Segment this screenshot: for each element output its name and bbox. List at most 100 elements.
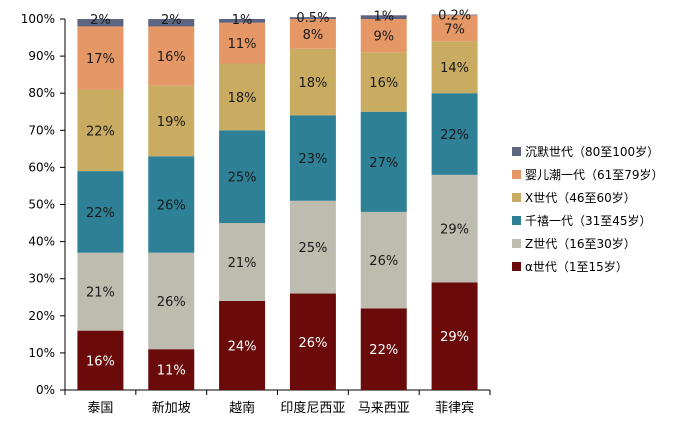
bar-segment: [431, 15, 478, 42]
bar-segment: [289, 19, 336, 49]
bar-segment: [219, 19, 266, 23]
bar-segment: [77, 252, 124, 331]
bar-segment: [360, 19, 407, 53]
bar-segment: [289, 200, 336, 294]
data-label: 11%: [157, 364, 186, 379]
data-label: 26%: [157, 199, 186, 214]
bar-segment: [219, 130, 266, 224]
bar-segment: [289, 17, 336, 19]
data-label: 23%: [298, 152, 327, 167]
data-label: 9%: [373, 30, 394, 45]
bar-segment: [148, 349, 195, 390]
y-tick-label: 50%: [28, 198, 55, 212]
data-label: 18%: [298, 76, 327, 91]
data-label: 22%: [369, 343, 398, 358]
x-category-label: 菲律宾: [435, 400, 474, 416]
bar-segment: [431, 93, 478, 175]
legend-label: α世代（1至15岁）: [525, 259, 628, 274]
bar-segment: [431, 14, 478, 16]
data-label: 1%: [232, 13, 253, 28]
data-label: 7%: [444, 22, 465, 37]
bar-segment: [360, 111, 407, 212]
bar-segment: [77, 26, 124, 90]
legend-label: 千禧一代（31至45岁）: [525, 213, 652, 228]
y-tick-label: 20%: [28, 309, 55, 323]
bar-segment: [77, 330, 124, 390]
legend-label: 沉默世代（80至100岁）: [525, 144, 659, 159]
data-label: 21%: [228, 256, 257, 271]
legend-swatch: [512, 170, 521, 179]
bar-segment: [289, 48, 336, 116]
bar-segment: [148, 156, 195, 253]
y-tick-label: 70%: [28, 123, 55, 137]
x-category-label: 越南: [229, 400, 255, 416]
x-category-label: 印度尼西亚: [280, 400, 345, 416]
bar-segment: [431, 41, 478, 94]
data-label: 26%: [298, 336, 327, 351]
data-label: 26%: [157, 295, 186, 310]
data-label: 2%: [161, 13, 182, 28]
data-label: 14%: [440, 61, 469, 76]
data-label: 29%: [440, 223, 469, 238]
data-label: 21%: [86, 286, 115, 301]
x-category-label: 马来西亚: [358, 401, 410, 416]
data-label: 11%: [228, 37, 257, 52]
data-label: 27%: [369, 156, 398, 171]
legend-swatch: [512, 262, 521, 271]
data-label: 16%: [369, 76, 398, 91]
data-label: 29%: [440, 330, 469, 345]
data-label: 22%: [440, 128, 469, 143]
data-label: 8%: [303, 28, 324, 43]
bar-segment: [148, 252, 195, 350]
y-tick-label: 100%: [21, 12, 55, 26]
data-label: 22%: [86, 206, 115, 221]
bar-segment: [148, 26, 195, 86]
legend-swatch: [512, 216, 521, 225]
bar-segment: [77, 89, 124, 172]
y-tick-label: 30%: [28, 272, 55, 286]
y-tick-label: 60%: [28, 160, 55, 174]
bar-segment: [77, 19, 124, 27]
bar-segment: [289, 293, 336, 390]
data-label: 26%: [369, 254, 398, 269]
y-tick-label: 80%: [28, 86, 55, 100]
data-label: 1%: [373, 9, 394, 24]
data-label: 2%: [90, 13, 111, 28]
bar-segment: [219, 22, 266, 64]
legend: 沉默世代（80至100岁） 婴儿潮一代（61至79岁） X世代（46至60岁） 千禧一…: [512, 144, 664, 274]
bar-segment: [431, 174, 478, 283]
legend-label: Z世代（16至30岁）: [525, 236, 636, 251]
data-label: 0.2%: [438, 9, 471, 24]
bar-segment: [219, 300, 266, 390]
y-tick-label: 90%: [28, 49, 55, 63]
data-label: 22%: [86, 124, 115, 139]
bar-segment: [360, 15, 407, 19]
y-tick-label: 40%: [28, 235, 55, 249]
bar-segment: [360, 211, 407, 309]
legend-swatch: [512, 193, 521, 202]
data-label: 25%: [228, 171, 257, 186]
data-label: 16%: [86, 354, 115, 369]
bar-segment: [289, 115, 336, 201]
data-label: 18%: [228, 91, 257, 106]
data-label: 24%: [228, 339, 257, 354]
plot-area: 0% 10% 20% 30% 40% 50% 60% 70% 80% 90% 100% 泰国 新加坡 越南…: [21, 9, 491, 416]
data-label: 25%: [298, 241, 327, 256]
x-category-label: 新加坡: [152, 400, 191, 416]
data-label: 19%: [157, 115, 186, 130]
y-tick-label: 0%: [36, 383, 55, 397]
bar-segment: [360, 52, 407, 112]
data-label: 0.5%: [296, 11, 329, 26]
data-label: 17%: [86, 52, 115, 67]
bar-segment: [219, 223, 266, 301]
bar-segment: [148, 85, 195, 157]
legend-label: 婴儿潮一代（61至79岁）: [525, 167, 664, 182]
bar-segment: [77, 171, 124, 253]
bar-segment: [360, 308, 407, 390]
x-category-label: 泰国: [87, 401, 113, 416]
bar-segment: [431, 282, 478, 390]
data-label: 16%: [157, 50, 186, 65]
bar-segment: [219, 63, 266, 131]
bar-segment: [148, 19, 195, 27]
